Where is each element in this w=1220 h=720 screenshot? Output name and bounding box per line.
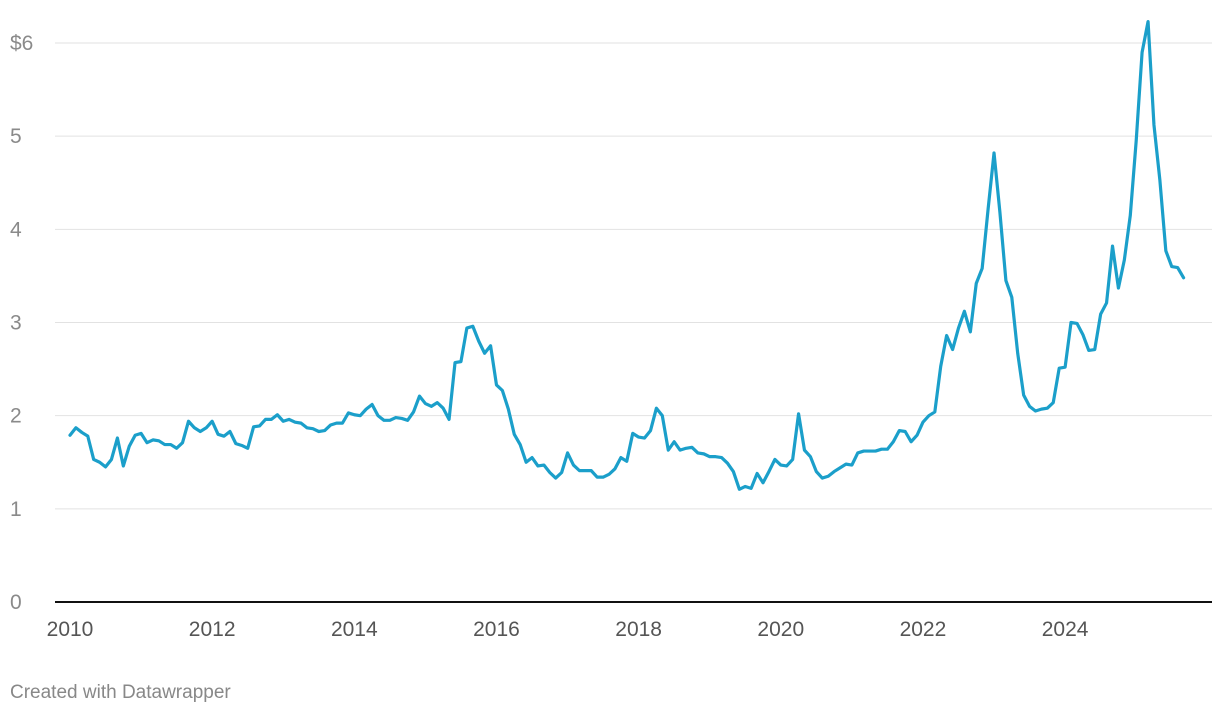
x-tick-label: 2024: [1042, 618, 1089, 641]
y-tick-label: 1: [10, 498, 22, 521]
y-tick-label: 4: [10, 218, 22, 241]
series-layer: [68, 19, 1186, 491]
gridlines: [55, 42, 1212, 510]
y-tick-label: 2: [10, 405, 22, 428]
line-chart: 0 1 2 3 4 5 $6 2010 2012 2014 2016 2018 2020 2022 202…: [10, 19, 1212, 641]
y-tick-label: 3: [10, 312, 22, 335]
x-tick-label: 2010: [47, 618, 94, 641]
y-tick-label: $6: [10, 32, 33, 55]
footer-credit: Created with Datawrapper: [10, 682, 231, 703]
x-axis-tick-labels: 2010 2012 2014 2016 2018 2020 2022 2024: [47, 618, 1089, 641]
x-tick-label: 2020: [757, 618, 804, 641]
x-tick-label: 2022: [900, 618, 947, 641]
y-tick-label: 0: [10, 591, 22, 614]
x-tick-label: 2016: [473, 618, 520, 641]
x-tick-label: 2018: [615, 618, 662, 641]
x-tick-label: 2012: [189, 618, 236, 641]
series-line: [68, 19, 1186, 491]
x-tick-label: 2014: [331, 618, 378, 641]
y-axis-tick-labels: 0 1 2 3 4 5 $6: [10, 32, 33, 614]
y-tick-label: 5: [10, 125, 22, 148]
